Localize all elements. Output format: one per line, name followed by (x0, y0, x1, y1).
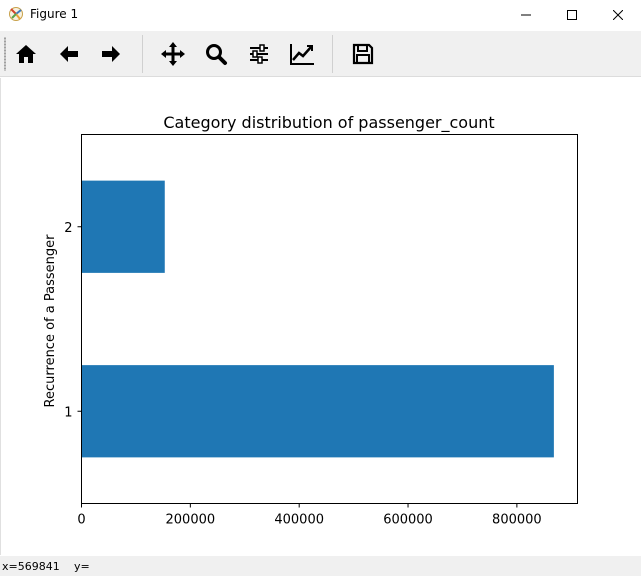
x-tick-label: 0 (77, 513, 85, 528)
status-bar: x=569841 y= (0, 556, 641, 576)
forward-button[interactable] (92, 35, 130, 73)
pan-button[interactable] (154, 35, 192, 73)
x-tick-label: 400000 (274, 513, 324, 528)
x-tick-label: 200000 (166, 513, 216, 528)
close-icon (613, 10, 623, 20)
zoom-button[interactable] (197, 35, 235, 73)
back-button[interactable] (50, 35, 88, 73)
window-title: Figure 1 (30, 7, 79, 21)
navigation-toolbar (0, 31, 641, 77)
close-button[interactable] (595, 0, 641, 30)
subplots-button[interactable] (240, 35, 278, 73)
move-icon (160, 41, 186, 67)
arrow-right-icon (99, 42, 123, 66)
title-bar: Figure 1 (0, 0, 641, 30)
bar-2 (81, 180, 165, 273)
y-axis-label: Recurrence of a Passenger (43, 234, 58, 408)
y-tick-label: 2 (64, 221, 72, 236)
line-chart-icon (289, 42, 315, 66)
arrow-left-icon (57, 42, 81, 66)
bar-1 (81, 365, 554, 458)
cursor-x-readout: x=569841 (2, 560, 60, 573)
cursor-y-readout: y= (74, 560, 90, 573)
bars-group (81, 180, 554, 458)
maximize-icon (567, 10, 577, 20)
maximize-button[interactable] (549, 0, 595, 30)
save-button[interactable] (344, 35, 382, 73)
floppy-disk-icon (351, 42, 375, 66)
x-tick-label: 600000 (383, 513, 433, 528)
y-tick-label: 1 (64, 405, 72, 420)
minimize-icon (521, 10, 531, 20)
home-icon (14, 42, 38, 66)
minimize-button[interactable] (503, 0, 549, 30)
toolbar-separator (142, 35, 143, 73)
toolbar-grip[interactable] (4, 37, 6, 71)
plot-frame (81, 134, 578, 504)
toolbar-separator (332, 35, 333, 73)
matplotlib-icon (8, 6, 24, 22)
sliders-icon (247, 42, 271, 66)
ticks-group: 1 2 0 200000 400000 600000 800000 (64, 221, 541, 528)
home-button[interactable] (7, 35, 45, 73)
customize-button[interactable] (283, 35, 321, 73)
bar-chart: Category distribution of passenger_count… (43, 113, 578, 528)
figure-canvas[interactable]: Category distribution of passenger_count… (0, 78, 641, 555)
x-tick-label: 800000 (492, 513, 542, 528)
magnifier-icon (204, 42, 228, 66)
chart-title: Category distribution of passenger_count (163, 113, 494, 133)
